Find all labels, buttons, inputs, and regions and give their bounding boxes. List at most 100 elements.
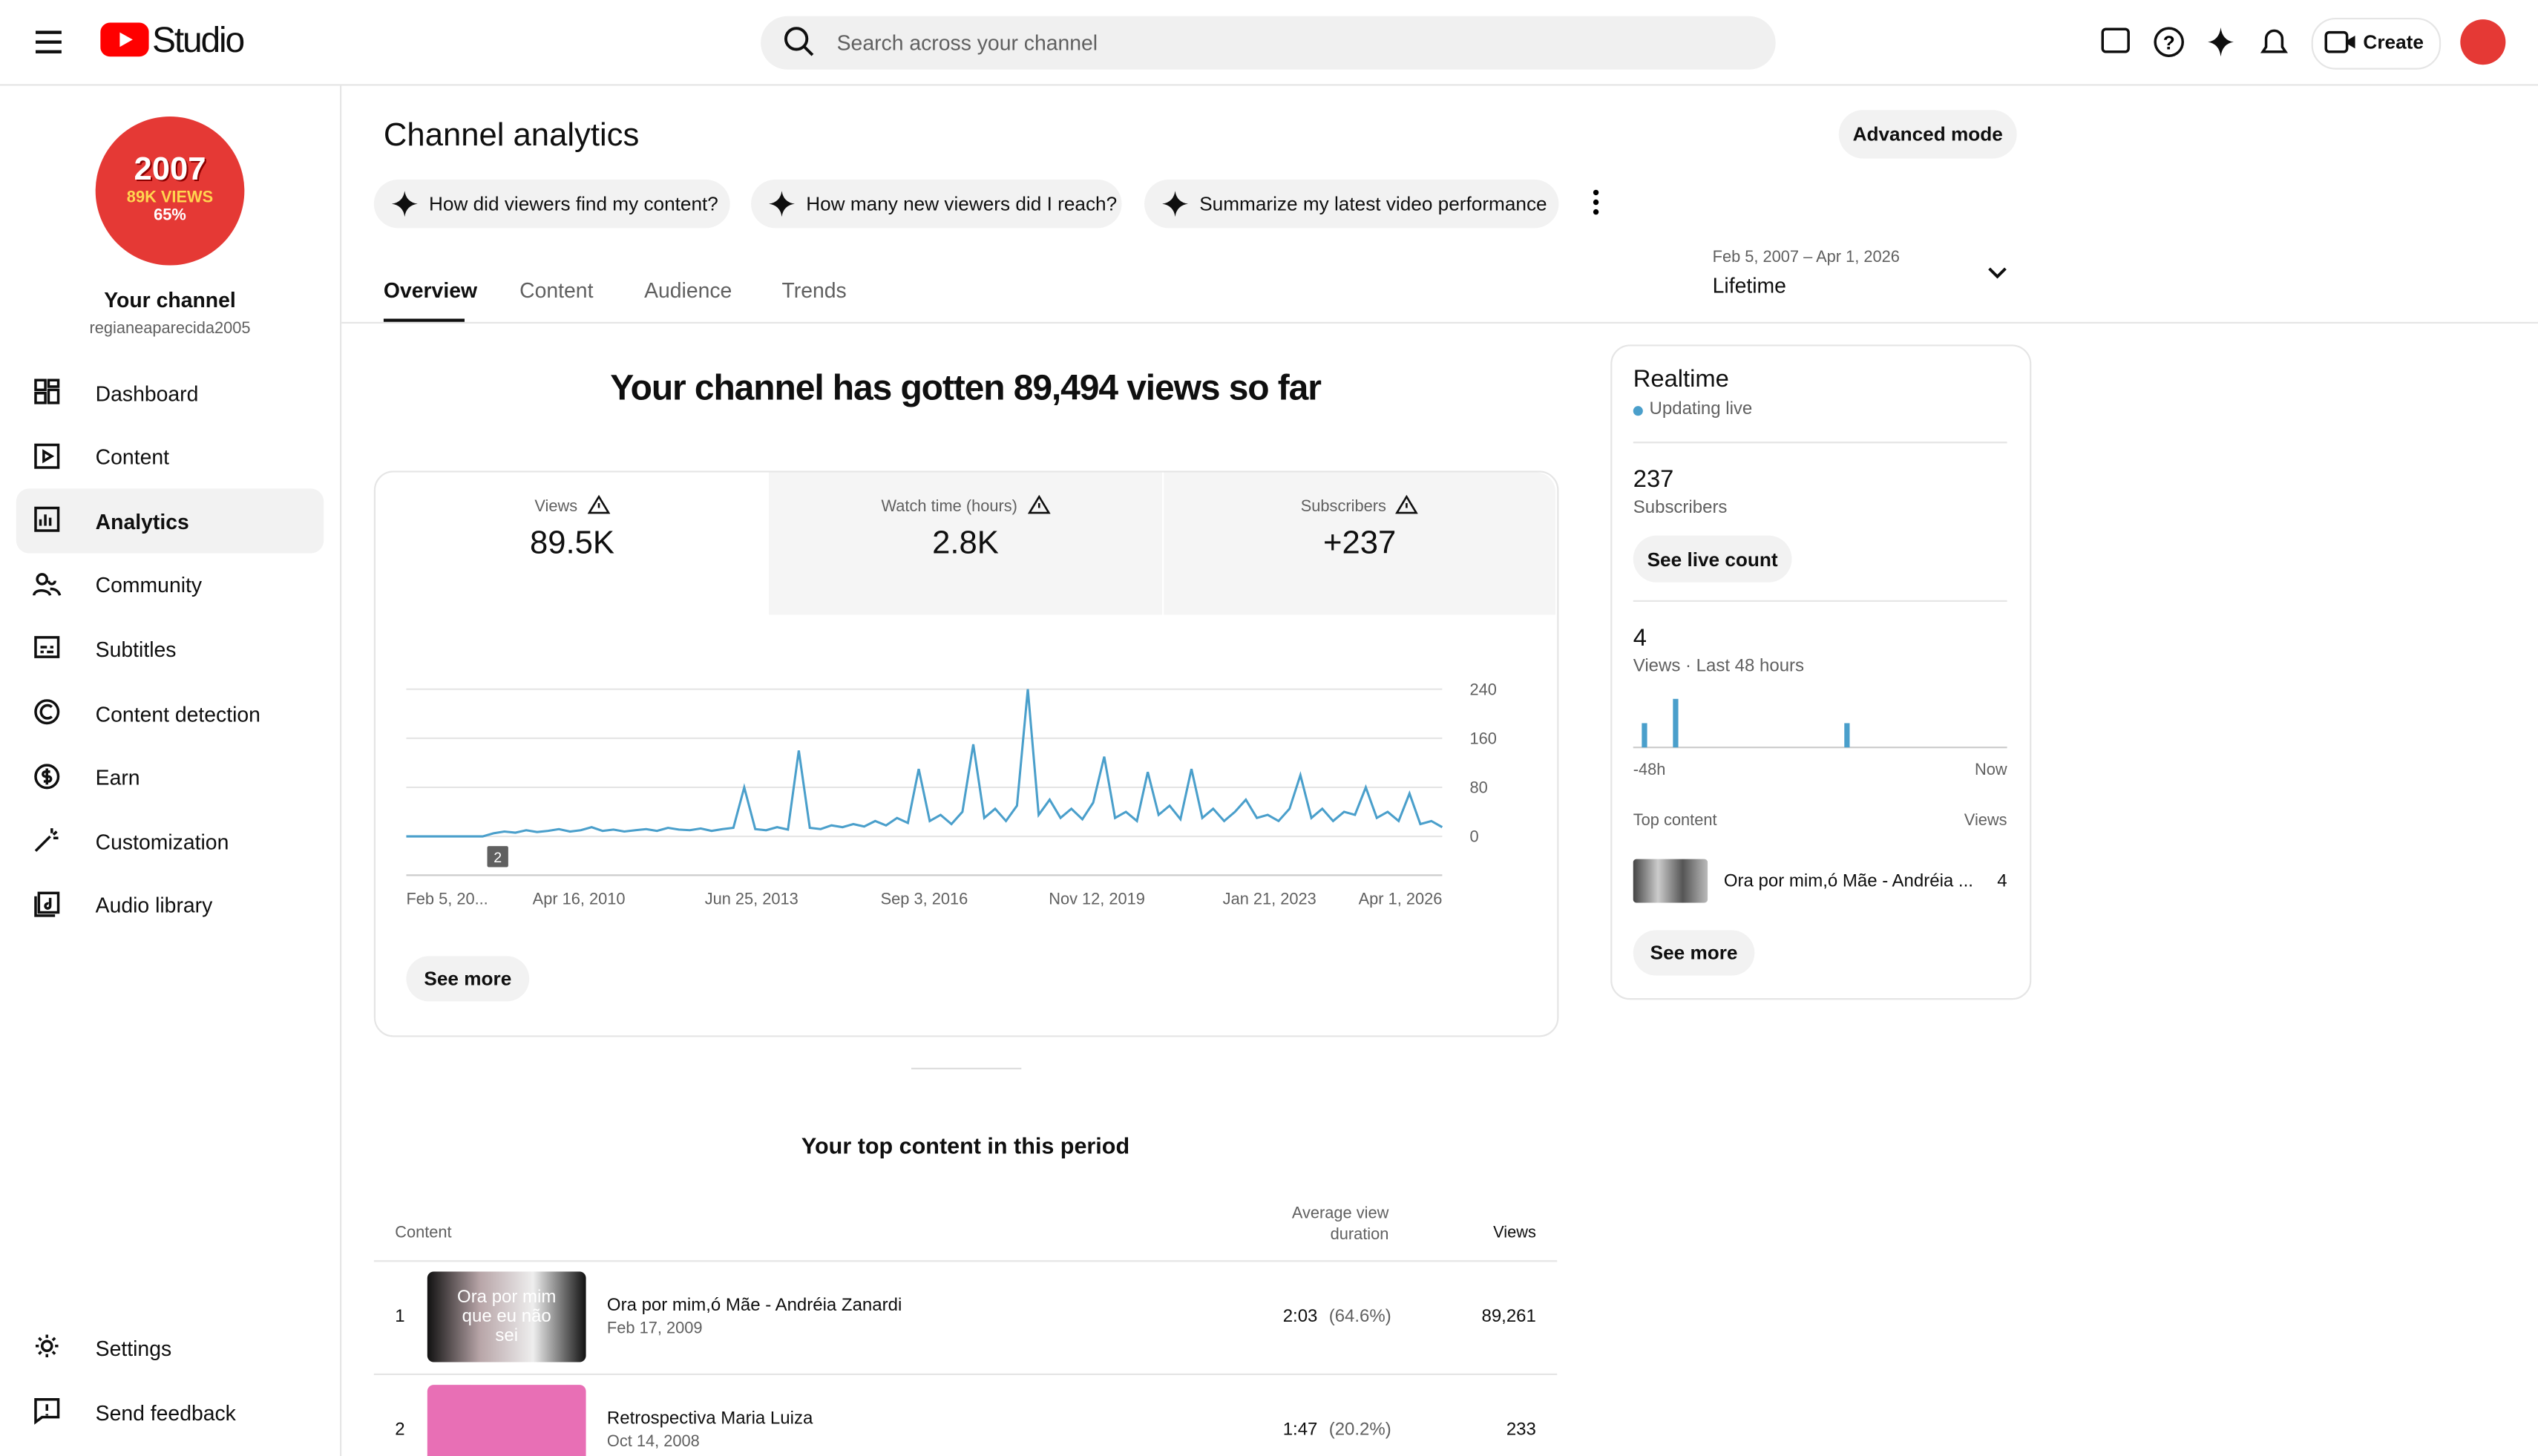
rank: 1 — [395, 1307, 405, 1327]
create-label: Create — [2363, 30, 2424, 53]
advanced-mode-button[interactable]: Advanced mode — [1838, 110, 2017, 159]
prompt-chip[interactable]: How many new viewers did I reach? — [751, 179, 1122, 229]
nav-item[interactable]: Customization — [16, 809, 324, 873]
nav-item[interactable]: Content detection — [16, 681, 324, 746]
search-box[interactable] — [761, 16, 1776, 70]
prompt-chip[interactable]: Summarize my latest video performance — [1144, 179, 1559, 229]
bar — [1844, 723, 1850, 748]
column-header: Views — [1493, 1224, 1536, 1243]
see-more-button[interactable]: See more — [1633, 930, 1755, 976]
realtime-card — [1610, 344, 2032, 1000]
channel-avatar[interactable]: 2007 89K VIEWS 65% — [95, 116, 245, 266]
thumbnail[interactable] — [427, 1385, 586, 1456]
live-count-button[interactable]: See live count — [1633, 535, 1792, 583]
nav-item[interactable]: Earn — [16, 745, 324, 810]
warning-icon — [1026, 494, 1050, 514]
tab[interactable]: Trends — [781, 278, 847, 303]
search-icon — [784, 27, 814, 56]
realtime-title: Realtime — [1633, 365, 1729, 393]
nav-label: Earn — [95, 765, 140, 790]
metric-label: Subscribers — [1300, 498, 1386, 517]
create-button[interactable] — [2311, 17, 2442, 70]
row-divider — [373, 1260, 1558, 1262]
annotation: 2 — [494, 850, 502, 866]
views: 233 — [1506, 1420, 1536, 1440]
overview-card — [373, 470, 1559, 1037]
video-date: Oct 14, 2008 — [606, 1433, 700, 1452]
realtime-views: 4 — [1633, 624, 1647, 652]
metric-value: 89.5K — [530, 525, 615, 562]
views-line — [406, 689, 1443, 838]
metric-label: Views — [534, 498, 578, 517]
nav-item[interactable]: Analytics — [16, 488, 324, 554]
top-content-label: Top content — [1633, 812, 1717, 830]
nav-label: Audio library — [95, 893, 213, 918]
prompt-chip[interactable]: How did viewers find my content? — [373, 179, 730, 229]
rank: 2 — [395, 1420, 405, 1440]
tab-underline — [383, 318, 465, 322]
avatar-pct: 65% — [154, 207, 186, 226]
sparkle-icon — [769, 191, 795, 217]
video-date: Feb 17, 2009 — [606, 1319, 703, 1338]
icon-path — [34, 378, 60, 404]
nav-item[interactable]: Send feedback — [16, 1380, 324, 1445]
nav-label: Content detection — [95, 701, 260, 726]
row-divider — [373, 1373, 1558, 1375]
svg-text:?: ? — [2163, 31, 2175, 53]
avg-duration: 2:03 — [1282, 1307, 1318, 1327]
x-tick-label: Jan 21, 2023 — [1223, 890, 1316, 908]
period-dropdown[interactable] — [1986, 266, 2009, 282]
metric-tab[interactable]: Watch time (hours) 2.8K — [769, 472, 1163, 615]
sidebar-divider — [340, 85, 342, 1456]
icon-path — [34, 699, 60, 725]
nav-icon — [34, 507, 60, 533]
nav-icon — [34, 442, 60, 468]
views: 89,261 — [1481, 1307, 1536, 1327]
metric-tab[interactable]: Subscribers +237 — [1164, 472, 1556, 615]
menu-button[interactable] — [35, 29, 65, 55]
page-title: Channel analytics — [383, 118, 640, 154]
tab[interactable]: Audience — [644, 278, 732, 303]
top-bar — [0, 0, 2538, 86]
thumbnail[interactable]: Ora por mim que eu não sei — [427, 1271, 586, 1362]
more-button[interactable] — [1591, 188, 1601, 217]
logo-text[interactable]: Studio — [152, 19, 245, 60]
sparkle — [769, 191, 795, 217]
x-tick-label: Apr 1, 2026 — [1359, 890, 1443, 908]
tab-divider — [341, 321, 2538, 324]
top-video-title[interactable]: Ora por mim,ó Mãe - Andréia ... — [1723, 872, 1973, 892]
header-icons[interactable]: ? — [2099, 24, 2294, 60]
nav-icon — [34, 1397, 60, 1425]
video-title[interactable]: Ora por mim,ó Mãe - Andréia Zanardi — [606, 1296, 902, 1316]
axis-label: Now — [1975, 760, 2007, 778]
nav-item[interactable]: Content — [16, 424, 324, 489]
see-more-button[interactable]: See more — [406, 956, 530, 1002]
tab[interactable]: Content — [519, 278, 594, 303]
bar — [1673, 698, 1679, 748]
nav-item[interactable]: Subtitles — [16, 617, 324, 681]
channel-name: Your channel — [104, 288, 236, 312]
search-placeholder: Search across your channel — [836, 30, 1098, 56]
icon-path — [34, 828, 59, 853]
thumbnail[interactable] — [1633, 859, 1708, 903]
create-icon — [2324, 30, 2355, 53]
live-dot — [1633, 406, 1643, 416]
nav-item[interactable]: Audio library — [16, 873, 324, 938]
nav-item[interactable]: Dashboard — [16, 361, 324, 425]
nav-item[interactable]: Community — [16, 553, 324, 617]
metric-tab[interactable]: Views 89.5K — [376, 473, 769, 615]
account-avatar[interactable] — [2460, 19, 2506, 65]
video-title[interactable]: Retrospectiva Maria Luiza — [606, 1409, 813, 1429]
tab[interactable]: Overview — [383, 278, 478, 303]
nav-label: Send feedback — [95, 1400, 236, 1425]
channel-handle: regianeaparecida2005 — [89, 320, 251, 338]
column-header: Average view duration — [1291, 1205, 1389, 1245]
nav-label: Subtitles — [95, 637, 177, 662]
top-content-title: Your top content in this period — [801, 1132, 1130, 1158]
period[interactable]: Lifetime — [1712, 273, 1786, 298]
sparkle-icon — [391, 191, 418, 217]
nav-item[interactable]: Settings — [16, 1315, 324, 1380]
nav-icon — [34, 828, 59, 853]
